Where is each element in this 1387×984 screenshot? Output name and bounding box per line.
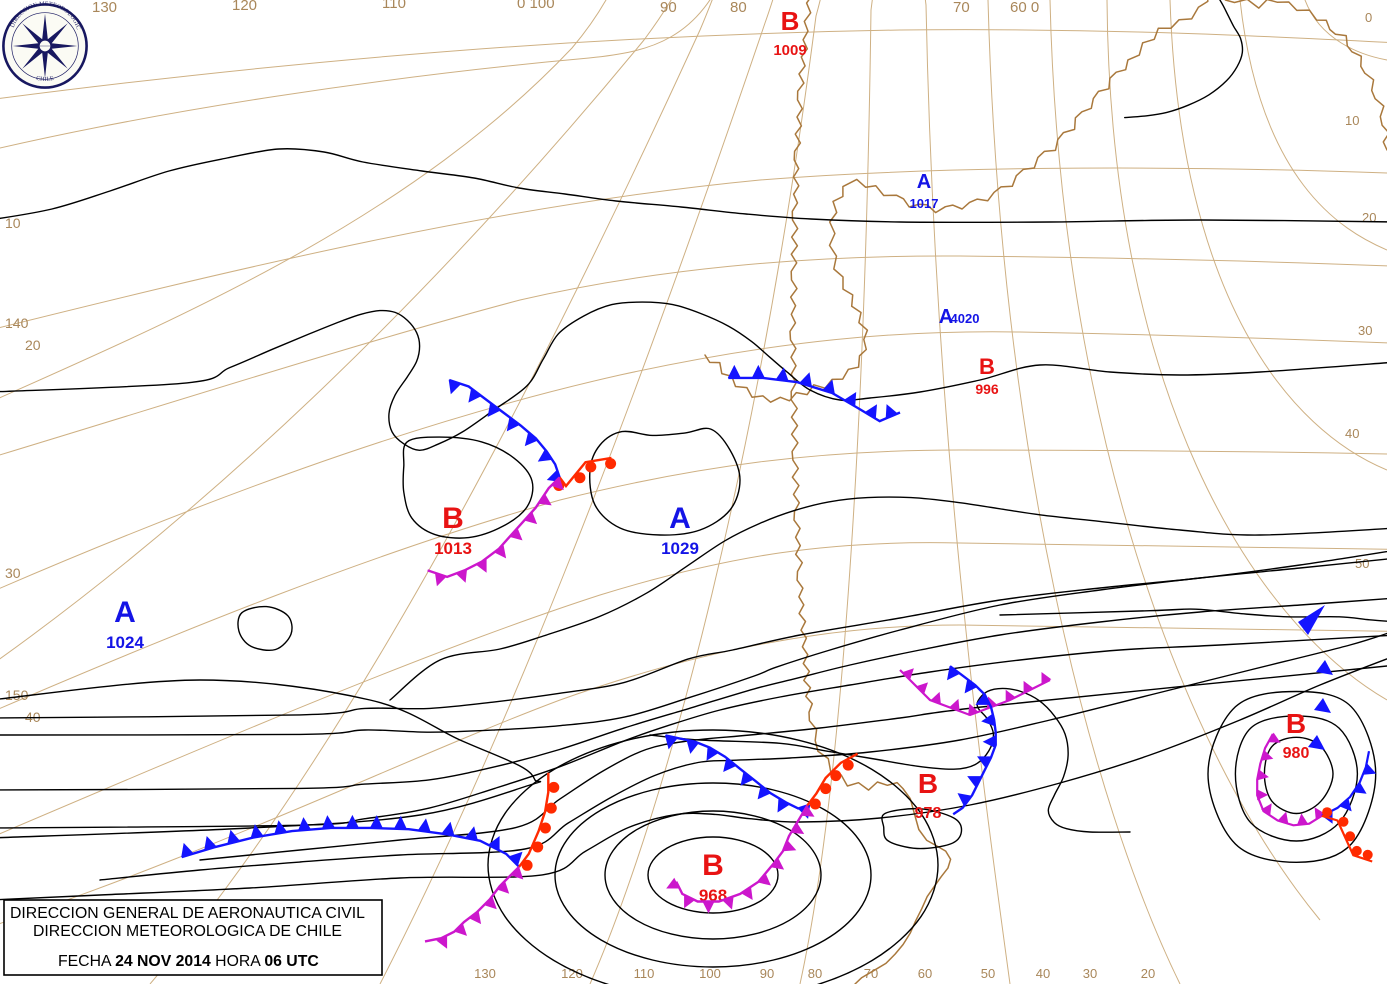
svg-text:20: 20 bbox=[1141, 966, 1155, 981]
svg-text:40: 40 bbox=[1345, 426, 1359, 441]
svg-text:110: 110 bbox=[634, 966, 655, 981]
svg-text:90: 90 bbox=[660, 0, 677, 16]
svg-text:80: 80 bbox=[730, 0, 747, 16]
svg-text:150: 150 bbox=[5, 687, 29, 703]
svg-text:30: 30 bbox=[1083, 966, 1097, 981]
svg-text:30: 30 bbox=[5, 565, 21, 581]
svg-text:1024: 1024 bbox=[106, 633, 144, 652]
svg-text:DIRECCION GENERAL DE AERONAUTI: DIRECCION GENERAL DE AERONAUTICA CIVIL bbox=[10, 905, 365, 922]
svg-text:4020: 4020 bbox=[951, 311, 980, 326]
svg-text:A: A bbox=[669, 502, 691, 535]
svg-text:978: 978 bbox=[915, 805, 942, 822]
svg-text:80: 80 bbox=[808, 966, 822, 981]
svg-text:FECHA 24 NOV 2014 HORA 06 UTC: FECHA 24 NOV 2014 HORA 06 UTC bbox=[58, 953, 319, 970]
svg-text:90: 90 bbox=[760, 966, 774, 981]
svg-text:B: B bbox=[781, 6, 800, 36]
svg-text:120: 120 bbox=[232, 0, 257, 14]
svg-text:A: A bbox=[114, 596, 136, 629]
svg-text:B: B bbox=[1286, 708, 1306, 739]
svg-text:B: B bbox=[442, 502, 464, 535]
svg-text:20: 20 bbox=[1362, 210, 1376, 225]
svg-text:1009: 1009 bbox=[773, 42, 806, 59]
svg-text:1013: 1013 bbox=[434, 539, 472, 558]
svg-text:DIRECCION METEOROLOGICA DE CHI: DIRECCION METEOROLOGICA DE CHILE bbox=[33, 923, 342, 940]
svg-text:B: B bbox=[702, 849, 724, 882]
svg-text:10: 10 bbox=[1345, 113, 1359, 128]
svg-text:B: B bbox=[979, 354, 995, 379]
svg-text:140: 140 bbox=[5, 315, 29, 331]
svg-text:70: 70 bbox=[864, 966, 878, 981]
svg-text:30: 30 bbox=[1358, 323, 1372, 338]
svg-text:60 0: 60 0 bbox=[1010, 0, 1039, 16]
svg-text:110: 110 bbox=[382, 0, 406, 12]
svg-text:0 100: 0 100 bbox=[517, 0, 555, 12]
svg-text:1029: 1029 bbox=[661, 539, 699, 558]
svg-text:100: 100 bbox=[699, 966, 721, 981]
svg-text:60: 60 bbox=[918, 966, 932, 981]
svg-text:996: 996 bbox=[975, 381, 999, 397]
svg-text:130: 130 bbox=[474, 966, 496, 981]
svg-text:1017: 1017 bbox=[910, 196, 939, 211]
svg-text:B: B bbox=[918, 768, 938, 799]
svg-text:40: 40 bbox=[1036, 966, 1050, 981]
svg-text:70: 70 bbox=[953, 0, 970, 16]
svg-text:50: 50 bbox=[1355, 556, 1369, 571]
svg-text:0: 0 bbox=[1365, 10, 1372, 25]
svg-text:980: 980 bbox=[1283, 745, 1310, 762]
svg-text:A: A bbox=[917, 171, 931, 193]
svg-text:130: 130 bbox=[92, 0, 117, 16]
svg-text:20: 20 bbox=[25, 337, 41, 353]
svg-text:50: 50 bbox=[981, 966, 995, 981]
